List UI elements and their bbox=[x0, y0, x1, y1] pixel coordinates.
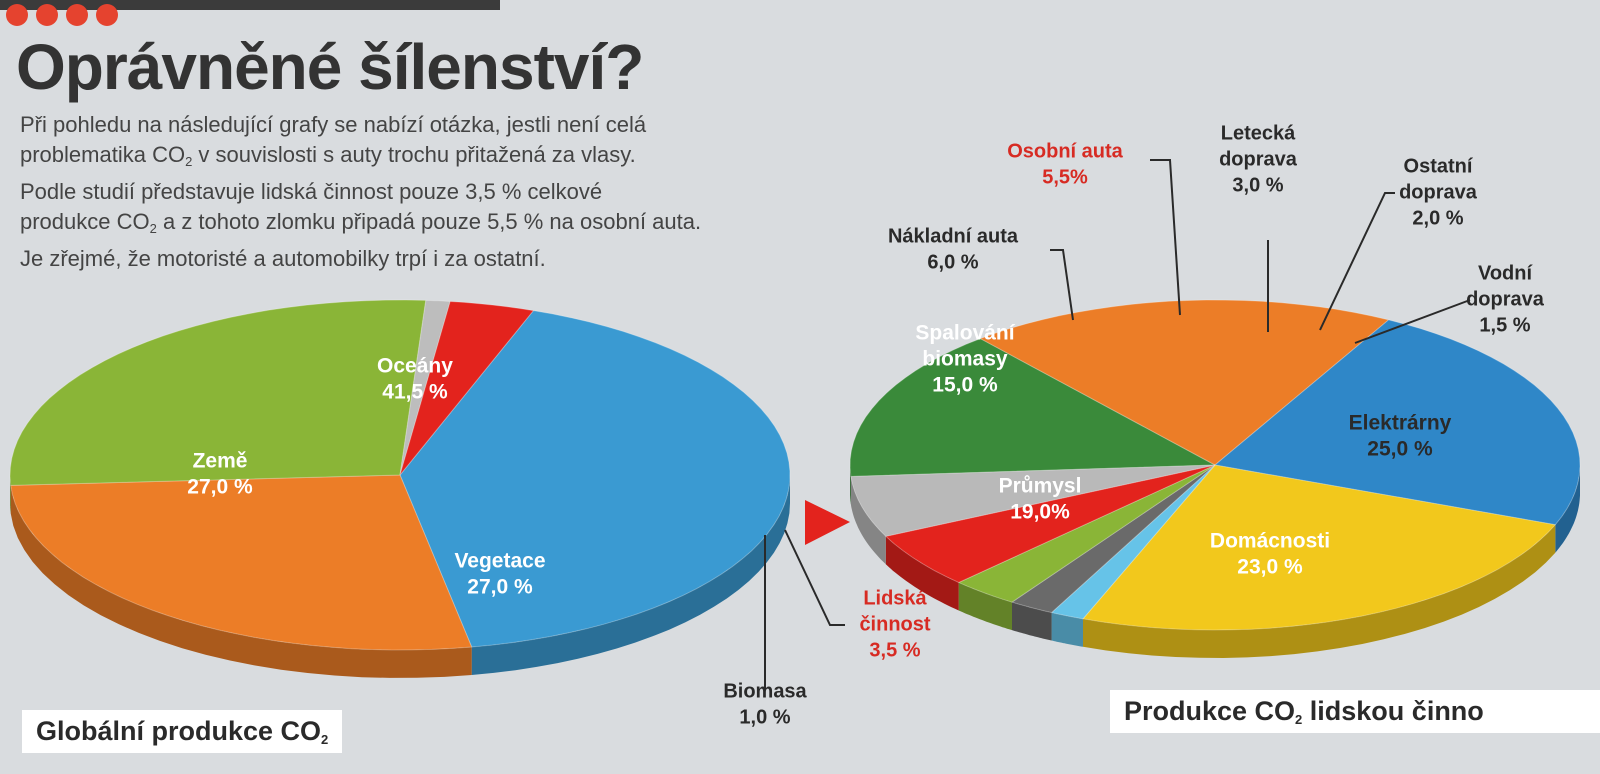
pie-side-4 bbox=[1051, 612, 1083, 647]
intro-line: problematika CO2 v souvislosti s auty tr… bbox=[20, 142, 636, 169]
pie-slice bbox=[1213, 319, 1581, 526]
slice-label: 41,5 % bbox=[382, 381, 448, 404]
intro-line: Při pohledu na následující grafy se nabí… bbox=[20, 112, 647, 137]
slice-label: 3,0 % bbox=[1232, 174, 1283, 196]
leader-line bbox=[1050, 249, 1074, 321]
slice-label: Elektrárny bbox=[1349, 412, 1452, 435]
top-bar bbox=[0, 0, 500, 10]
pie-side-8 bbox=[850, 476, 886, 565]
pie-slice bbox=[9, 299, 427, 486]
intro-line: Podle studií představuje lidská činnost … bbox=[20, 179, 603, 204]
slice-label: 5,5% bbox=[1042, 166, 1088, 188]
slice-label: 1,0 % bbox=[739, 706, 790, 728]
slice-label: Vodní bbox=[1478, 262, 1534, 284]
slice-label: Osobní auta bbox=[1007, 140, 1123, 162]
pie-slice bbox=[1050, 464, 1216, 620]
intro-line: produkce CO2 a z tohoto zlomku připadá p… bbox=[20, 209, 702, 236]
pie-side-5 bbox=[1012, 602, 1052, 641]
slice-label: Oceány bbox=[377, 355, 453, 378]
pie-slice bbox=[849, 338, 1217, 478]
pie-side-3 bbox=[1083, 524, 1556, 658]
slice-label: 19,0% bbox=[1010, 501, 1070, 524]
slice-label: 25,0 % bbox=[1367, 438, 1433, 461]
pie-slice bbox=[1082, 464, 1557, 631]
slice-label: biomasy bbox=[922, 348, 1008, 371]
slice-label: Biomasa bbox=[723, 680, 807, 702]
slice-label: doprava bbox=[1399, 181, 1478, 203]
slice-label: Letecká bbox=[1221, 122, 1296, 144]
slice-label: Země bbox=[193, 450, 248, 473]
decor-dot bbox=[36, 4, 58, 26]
slice-label: doprava bbox=[1219, 148, 1298, 170]
leader-line bbox=[1150, 159, 1181, 316]
pie-side-2 bbox=[1555, 465, 1580, 553]
pie-side-2 bbox=[10, 475, 11, 514]
pie-side-0 bbox=[850, 465, 851, 505]
pie-side-0 bbox=[471, 475, 790, 675]
slice-label: činnost bbox=[859, 613, 930, 635]
slice-label: 6,0 % bbox=[927, 251, 978, 273]
pie-slice bbox=[399, 300, 535, 476]
article-title: Oprávněné šílenství? bbox=[16, 31, 644, 103]
leader-line bbox=[1354, 299, 1471, 344]
slice-label: Vegetace bbox=[454, 550, 545, 573]
chart-caption-human: Produkce CO2 lidskou činno bbox=[1110, 690, 1600, 733]
slice-label: 2,0 % bbox=[1412, 207, 1463, 229]
slice-label: Spalování bbox=[915, 322, 1015, 345]
chart-caption-global: Globální produkce CO2 bbox=[22, 710, 343, 753]
slice-label: 1,5 % bbox=[1479, 314, 1530, 336]
slice-label: 23,0 % bbox=[1237, 556, 1303, 579]
pie-chart-global: Oceány 41,5 % Země 27,0 % Vegetace 27,0 % Biom… bbox=[9, 299, 931, 728]
intro-text: Při pohledu na následující grafy se nabí… bbox=[20, 110, 880, 274]
slice-label: 27,0 % bbox=[467, 576, 533, 599]
decor-dot bbox=[66, 4, 88, 26]
decor-dot bbox=[96, 4, 118, 26]
leader-line bbox=[1319, 192, 1395, 331]
slice-label: 27,0 % bbox=[187, 476, 253, 499]
pie-slice bbox=[10, 474, 473, 651]
pie-slice bbox=[399, 299, 451, 476]
pie-side-1 bbox=[10, 485, 472, 678]
slice-label: Lidská bbox=[863, 587, 927, 609]
pie-slice bbox=[884, 464, 1216, 584]
slice-label: 3,5 % bbox=[869, 639, 920, 661]
slice-label: 15,0 % bbox=[932, 374, 998, 397]
intro-line: Je zřejmé, že motoristé a automobilky tr… bbox=[20, 246, 546, 271]
slice-label: Nákladní auta bbox=[888, 225, 1019, 247]
pie-slice bbox=[399, 310, 791, 648]
slice-label: Ostatní bbox=[1404, 155, 1474, 177]
pie-chart-human: Spalování biomasy 15,0 % Průmysl 19,0% Domácn… bbox=[849, 122, 1581, 658]
pie-slice bbox=[1010, 464, 1216, 614]
pie-side-7 bbox=[885, 536, 959, 611]
arrow-right-icon bbox=[805, 500, 850, 545]
slice-label: doprava bbox=[1466, 288, 1545, 310]
decor-dot bbox=[6, 4, 28, 26]
decor-dots bbox=[6, 4, 118, 26]
slice-label: Průmysl bbox=[999, 475, 1082, 498]
leader-line bbox=[784, 529, 845, 626]
pie-slice bbox=[957, 464, 1216, 603]
pie-slice bbox=[850, 464, 1216, 537]
pie-side-6 bbox=[958, 582, 1012, 631]
slice-label: Domácnosti bbox=[1210, 530, 1330, 553]
